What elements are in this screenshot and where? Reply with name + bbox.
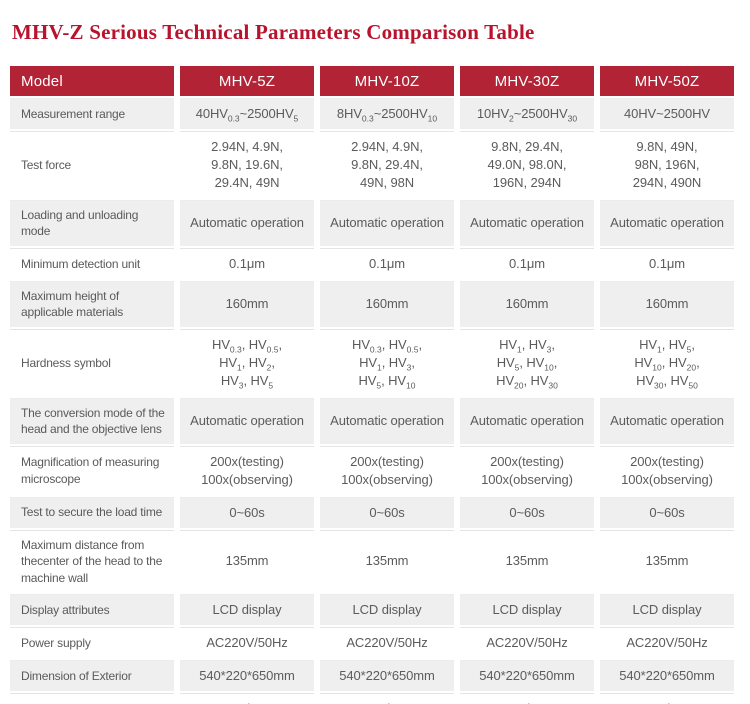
cell-value: 540*220*650mm — [180, 660, 314, 692]
cell-value: 135mm — [460, 529, 594, 593]
table-row: Machine weight 40kg 40kg 40kg 40kg — [10, 693, 734, 704]
column-header-mhv-30z: MHV-30Z — [460, 66, 594, 96]
table-row: Measurement range 40HV0.3~2500HV5 8HV0.3~2… — [10, 98, 734, 129]
row-label: Minimum detection unit — [10, 247, 174, 279]
row-label: Test to secure the load time — [10, 496, 174, 528]
cell-value: 160mm — [460, 280, 594, 327]
spec-table: Model MHV-5Z MHV-10Z MHV-30Z MHV-50Z Measure… — [4, 64, 740, 704]
row-label: Maximum height of applicable materials — [10, 280, 174, 327]
cell-value: 9.8N, 29.4N, 49.0N, 98.0N, 196N, 294N — [460, 130, 594, 198]
table-row: Maximum distance from thecenter of the h… — [10, 529, 734, 593]
cell-value: 160mm — [600, 280, 734, 327]
cell-value: 0.1μm — [600, 247, 734, 279]
cell-value: Automatic operation — [460, 397, 594, 444]
table-row: Loading and unloading mode Automatic oper… — [10, 199, 734, 246]
cell-value: AC220V/50Hz — [460, 627, 594, 659]
table-row: Dimension of Exterior 540*220*650mm 540*22… — [10, 660, 734, 692]
cell-value: Automatic operation — [600, 397, 734, 444]
cell-value: Automatic operation — [320, 397, 454, 444]
cell-value: 0.1μm — [320, 247, 454, 279]
table-row: Magnification of measuring microscope 200… — [10, 445, 734, 495]
column-header-mhv-5z: MHV-5Z — [180, 66, 314, 96]
cell-value: HV1, HV3, HV5, HV10, HV20, HV30 — [460, 328, 594, 396]
row-label: Hardness symbol — [10, 328, 174, 396]
row-label: Power supply — [10, 627, 174, 659]
cell-value: LCD display — [180, 594, 314, 626]
row-label: Magnification of measuring microscope — [10, 445, 174, 495]
cell-value: 0~60s — [600, 496, 734, 528]
table-row: Minimum detection unit 0.1μm 0.1μm 0.1μm 0.1… — [10, 247, 734, 279]
cell-value: 135mm — [600, 529, 734, 593]
cell-value: Automatic operation — [180, 199, 314, 246]
cell-value: Automatic operation — [460, 199, 594, 246]
spec-table-container: Model MHV-5Z MHV-10Z MHV-30Z MHV-50Z Measure… — [4, 64, 746, 704]
column-header-mhv-50z: MHV-50Z — [600, 66, 734, 96]
table-row: Display attributes LCD display LCD display… — [10, 594, 734, 626]
cell-value: 0~60s — [180, 496, 314, 528]
row-label: The conversion mode of the head and the … — [10, 397, 174, 444]
cell-value: 160mm — [180, 280, 314, 327]
cell-value: 8HV0.3~2500HV10 — [320, 98, 454, 129]
cell-value: 200x(testing) 100x(observing) — [320, 445, 454, 495]
table-row: Maximum height of applicable materials 16… — [10, 280, 734, 327]
row-label: Dimension of Exterior — [10, 660, 174, 692]
cell-value: LCD display — [460, 594, 594, 626]
row-label: Machine weight — [10, 693, 174, 704]
cell-value: 40kg — [460, 693, 594, 704]
column-header-mhv-10z: MHV-10Z — [320, 66, 454, 96]
cell-value: AC220V/50Hz — [600, 627, 734, 659]
cell-value: 0.1μm — [460, 247, 594, 279]
cell-value: 40kg — [600, 693, 734, 704]
cell-value: 40kg — [180, 693, 314, 704]
cell-value: 2.94N, 4.9N, 9.8N, 29.4N, 49N, 98N — [320, 130, 454, 198]
cell-value: HV0.3, HV0.5, HV1, HV2, HV3, HV5 — [180, 328, 314, 396]
cell-value: LCD display — [600, 594, 734, 626]
cell-value: HV1, HV5, HV10, HV20, HV30, HV50 — [600, 328, 734, 396]
cell-value: 2.94N, 4.9N, 9.8N, 19.6N, 29.4N, 49N — [180, 130, 314, 198]
cell-value: 40HV0.3~2500HV5 — [180, 98, 314, 129]
cell-value: Automatic operation — [180, 397, 314, 444]
row-label: Test force — [10, 130, 174, 198]
cell-value: 200x(testing) 100x(observing) — [180, 445, 314, 495]
cell-value: Automatic operation — [600, 199, 734, 246]
cell-value: 540*220*650mm — [460, 660, 594, 692]
cell-value: AC220V/50Hz — [320, 627, 454, 659]
cell-value: 540*220*650mm — [600, 660, 734, 692]
cell-value: 0~60s — [460, 496, 594, 528]
cell-value: LCD display — [320, 594, 454, 626]
row-label: Loading and unloading mode — [10, 199, 174, 246]
cell-value: 9.8N, 49N, 98N, 196N, 294N, 490N — [600, 130, 734, 198]
cell-value: Automatic operation — [320, 199, 454, 246]
table-header-row: Model MHV-5Z MHV-10Z MHV-30Z MHV-50Z — [10, 66, 734, 96]
column-header-model: Model — [10, 66, 174, 96]
table-row: Test to secure the load time 0~60s 0~60s 0~… — [10, 496, 734, 528]
cell-value: 40kg — [320, 693, 454, 704]
row-label: Measurement range — [10, 98, 174, 129]
cell-value: 135mm — [320, 529, 454, 593]
table-row: The conversion mode of the head and the … — [10, 397, 734, 444]
table-row: Hardness symbol HV0.3, HV0.5, HV1, HV2, HV3… — [10, 328, 734, 396]
cell-value: 0~60s — [320, 496, 454, 528]
table-row: Power supply AC220V/50Hz AC220V/50Hz AC220V… — [10, 627, 734, 659]
row-label: Display attributes — [10, 594, 174, 626]
cell-value: 200x(testing) 100x(observing) — [460, 445, 594, 495]
cell-value: 40HV~2500HV — [600, 98, 734, 129]
table-row: Test force 2.94N, 4.9N, 9.8N, 19.6N, 29.4N,… — [10, 130, 734, 198]
cell-value: 0.1μm — [180, 247, 314, 279]
cell-value: HV0.3, HV0.5, HV1, HV3, HV5, HV10 — [320, 328, 454, 396]
cell-value: 160mm — [320, 280, 454, 327]
cell-value: 135mm — [180, 529, 314, 593]
page-title: MHV-Z Serious Technical Parameters Compa… — [12, 20, 535, 44]
cell-value: 10HV2~2500HV30 — [460, 98, 594, 129]
row-label: Maximum distance from thecenter of the h… — [10, 529, 174, 593]
cell-value: 540*220*650mm — [320, 660, 454, 692]
cell-value: AC220V/50Hz — [180, 627, 314, 659]
cell-value: 200x(testing) 100x(observing) — [600, 445, 734, 495]
